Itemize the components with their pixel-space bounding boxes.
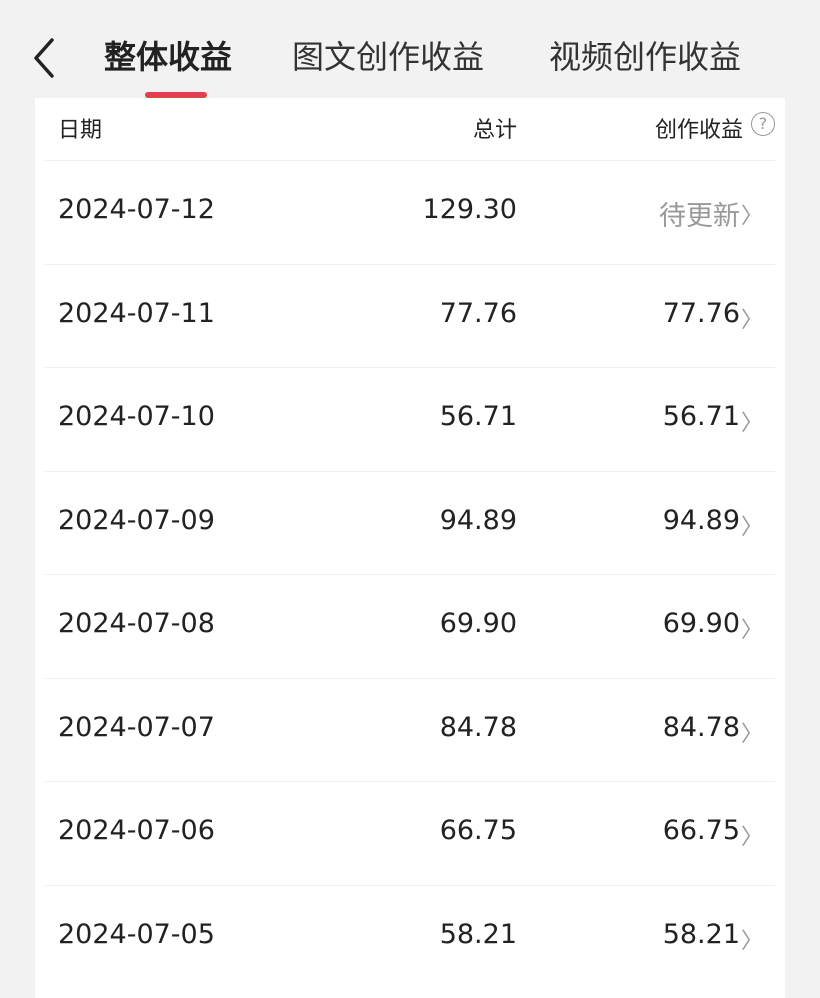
chevron-right-icon: 〉 xyxy=(740,928,763,954)
table-row[interactable]: 2024-07-09 94.89 94.89 〉 xyxy=(35,471,785,575)
row-date: 2024-07-07 xyxy=(58,711,215,743)
row-date: 2024-07-06 xyxy=(58,815,215,846)
chevron-right-icon: 〉 xyxy=(740,514,763,540)
table-header: 日期 总计 创作收益 ? xyxy=(35,98,785,160)
row-date: 2024-07-09 xyxy=(58,504,215,536)
row-earnings: 66.75 xyxy=(662,815,740,846)
help-icon[interactable]: ? xyxy=(751,112,775,136)
header-date: 日期 xyxy=(58,118,103,143)
back-button[interactable] xyxy=(28,36,64,80)
table-row[interactable]: 2024-07-07 84.78 84.78 〉 xyxy=(35,678,785,782)
row-total: 77.76 xyxy=(439,297,517,329)
row-earnings: 94.89 xyxy=(662,504,740,536)
header-total: 总计 xyxy=(472,118,517,143)
table-row[interactable]: 2024-07-11 77.76 77.76 〉 xyxy=(35,264,785,368)
row-divider xyxy=(45,677,775,679)
row-earnings: 69.90 xyxy=(662,608,740,639)
row-date: 2024-07-12 xyxy=(58,194,215,225)
earnings-table: 日期 总计 创作收益 ? 2024-07-12 129.30 待更新 〉 2024… xyxy=(35,98,785,998)
row-total: 66.75 xyxy=(439,815,517,846)
row-divider xyxy=(45,160,775,161)
table-row[interactable]: 2024-07-05 58.21 58.21 〉 xyxy=(35,885,785,989)
chevron-right-icon: 〉 xyxy=(740,618,763,643)
row-divider xyxy=(45,263,775,265)
row-divider xyxy=(45,470,775,472)
row-total: 69.90 xyxy=(439,608,517,639)
chevron-right-icon: 〉 xyxy=(740,204,763,229)
active-tab-indicator xyxy=(145,92,207,98)
row-divider xyxy=(45,884,775,886)
row-date: 2024-07-11 xyxy=(58,297,215,329)
table-row[interactable]: 2024-07-08 69.90 69.90 〉 xyxy=(35,574,785,678)
table-row[interactable]: 2024-07-12 129.30 待更新 〉 xyxy=(35,160,785,264)
table-row[interactable]: 2024-07-10 56.71 56.71 〉 xyxy=(35,367,785,471)
row-divider xyxy=(45,781,775,782)
row-total: 94.89 xyxy=(439,504,517,536)
row-earnings: 77.76 xyxy=(662,297,740,329)
row-earnings: 84.78 xyxy=(662,711,740,743)
row-total: 56.71 xyxy=(439,401,517,432)
row-total: 129.30 xyxy=(422,194,517,225)
row-date: 2024-07-05 xyxy=(58,918,215,950)
tab-overall[interactable]: 整体收益 xyxy=(104,38,233,76)
chevron-right-icon: 〉 xyxy=(740,825,763,850)
row-date: 2024-07-08 xyxy=(58,608,215,639)
chevron-right-icon: 〉 xyxy=(740,307,763,333)
row-earnings: 待更新 xyxy=(659,201,740,232)
row-date: 2024-07-10 xyxy=(58,401,215,432)
row-divider xyxy=(45,367,775,368)
header-earnings: 创作收益 xyxy=(654,118,743,143)
row-total: 84.78 xyxy=(439,711,517,743)
row-earnings: 56.71 xyxy=(662,401,740,432)
row-earnings: 58.21 xyxy=(662,918,740,950)
row-total: 58.21 xyxy=(439,918,517,950)
tab-video[interactable]: 视频创作收益 xyxy=(549,38,742,76)
chevron-right-icon: 〉 xyxy=(740,721,763,747)
table-row[interactable]: 2024-07-06 66.75 66.75 〉 xyxy=(35,781,785,885)
tab-article[interactable]: 图文创作收益 xyxy=(292,38,485,76)
row-divider xyxy=(45,574,775,575)
chevron-right-icon: 〉 xyxy=(740,411,763,436)
chevron-left-icon xyxy=(34,38,54,78)
